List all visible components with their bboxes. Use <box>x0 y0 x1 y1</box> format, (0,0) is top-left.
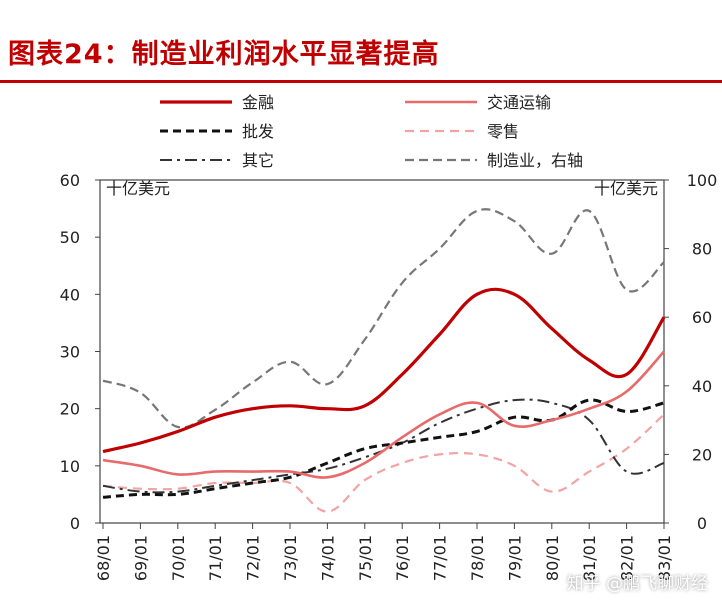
legend-label-2: 批发 <box>242 122 274 141</box>
x-tick-label: 80/01 <box>543 535 562 581</box>
axes: 0 10 20 30 40 50 60 0 20 40 60 80 100 十亿美元 十亿美元 68/01 69… <box>60 171 718 581</box>
right-tick-label: 0 <box>697 514 707 533</box>
series-line-3 <box>102 413 665 513</box>
right-tick-label: 80 <box>692 240 712 259</box>
x-tick-label: 71/01 <box>206 535 225 581</box>
left-tick-label: 60 <box>60 171 80 190</box>
x-tick-label: 82/01 <box>618 535 637 581</box>
left-tick-label: 50 <box>60 228 80 247</box>
series-line-5 <box>102 208 665 429</box>
series-line-1 <box>102 350 665 479</box>
left-tick-label: 40 <box>60 285 80 304</box>
x-tick-label: 83/01 <box>655 535 674 581</box>
series-line-4 <box>102 398 665 494</box>
x-tick-label: 72/01 <box>244 535 263 581</box>
left-tick-label: 0 <box>70 514 80 533</box>
series-lines <box>102 208 666 513</box>
x-tick-label: 78/01 <box>468 535 487 581</box>
right-tick-label: 40 <box>692 377 712 396</box>
x-tick-label: 74/01 <box>318 535 337 581</box>
x-tick-label: 70/01 <box>169 535 188 581</box>
legend-label-3: 零售 <box>487 122 519 141</box>
legend-label-0: 金融 <box>242 93 274 112</box>
x-tick-label: 69/01 <box>131 535 150 581</box>
watermark-text: 知乎 @鹏飞聊财经 <box>566 574 708 594</box>
legend-label-4: 其它 <box>242 151 274 170</box>
left-axis-unit: 十亿美元 <box>106 179 170 198</box>
x-tick-label: 68/01 <box>94 535 113 581</box>
legend-label-1: 交通运输 <box>487 93 551 112</box>
x-tick-label: 81/01 <box>580 535 599 581</box>
x-tick-label: 73/01 <box>281 535 300 581</box>
left-tick-label: 20 <box>60 400 80 419</box>
legend-label-5: 制造业，右轴 <box>487 151 583 170</box>
x-tick-label: 77/01 <box>431 535 450 581</box>
right-tick-label: 100 <box>687 171 718 190</box>
series-line-2 <box>102 398 665 499</box>
series-line-0 <box>102 287 666 454</box>
right-tick-label: 20 <box>692 445 712 464</box>
chart-title: 图表24：制造业利润水平显著提高 <box>8 39 440 70</box>
left-tick-label: 30 <box>60 343 80 362</box>
right-axis-unit: 十亿美元 <box>594 179 658 198</box>
left-tick-label: 10 <box>60 457 80 476</box>
title-underline <box>0 80 722 83</box>
x-tick-label: 75/01 <box>356 535 375 581</box>
x-tick-label: 76/01 <box>393 535 412 581</box>
x-tick-label: 79/01 <box>505 535 524 581</box>
right-tick-label: 60 <box>692 308 712 327</box>
